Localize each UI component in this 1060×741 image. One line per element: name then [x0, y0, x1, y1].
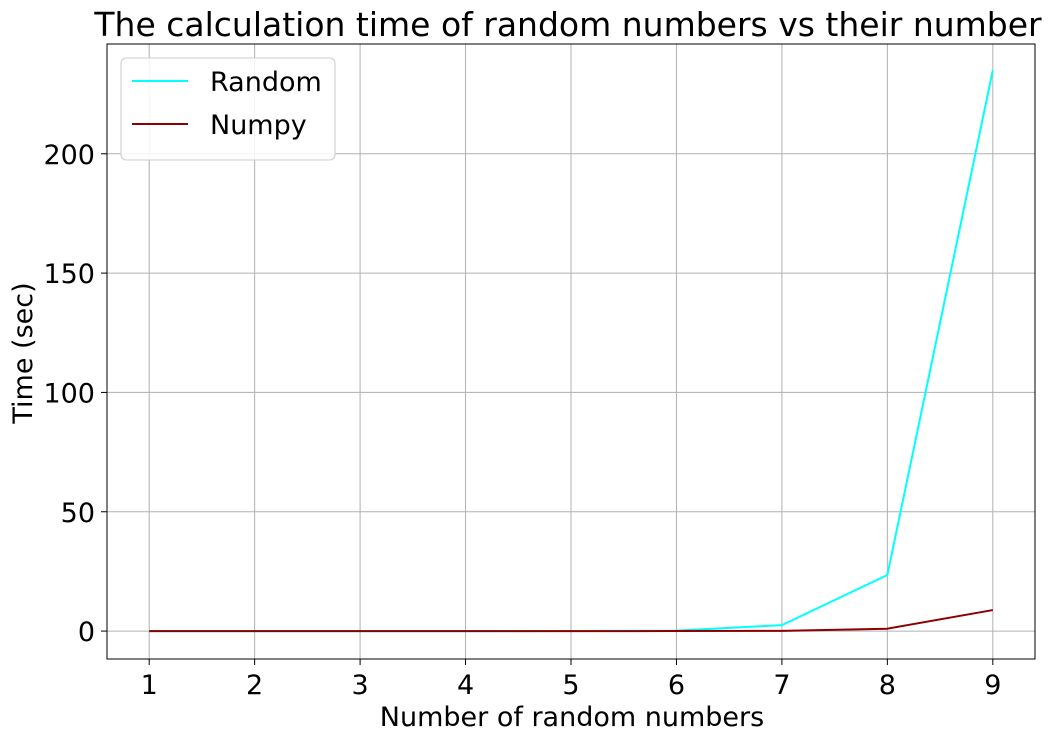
axis-ticks: 1 2 3 4 5 6 7 8 9 0 50 100 150 200 [43, 140, 1001, 701]
legend-box [120, 57, 336, 161]
x-tick-label: 9 [984, 670, 1001, 701]
y-tick-label: 200 [43, 140, 95, 171]
y-tick-label: 150 [43, 259, 95, 290]
x-tick-label: 2 [246, 670, 263, 701]
legend-label-numpy: Numpy [210, 110, 307, 141]
x-tick-label: 8 [879, 670, 896, 701]
legend-label-random: Random [210, 67, 322, 98]
grid [107, 44, 1035, 659]
chart-title: The calculation time of random numbers v… [93, 5, 1042, 44]
x-tick-label: 7 [773, 670, 790, 701]
x-tick-label: 3 [351, 670, 368, 701]
legend: Random Numpy [120, 57, 336, 161]
x-tick-label: 4 [457, 670, 474, 701]
x-tick-label: 1 [141, 670, 158, 701]
x-axis-label: Number of random numbers [380, 702, 764, 733]
series-line-numpy [149, 609, 993, 633]
y-tick-label: 50 [61, 498, 95, 529]
y-axis-label: Time (sec) [8, 282, 39, 424]
series-lines [149, 70, 994, 633]
y-tick-label: 0 [78, 617, 95, 648]
y-tick-label: 100 [43, 378, 95, 409]
x-tick-label: 6 [668, 670, 685, 701]
x-tick-label: 5 [562, 670, 579, 701]
